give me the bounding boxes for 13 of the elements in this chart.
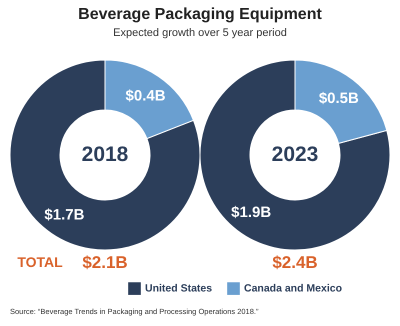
- text: 2018: [82, 143, 129, 166]
- data-label: $0.5B: [318, 90, 360, 107]
- legend-label: United States: [145, 282, 212, 295]
- text: $2.4B: [272, 253, 318, 272]
- data-label: $1.9B: [231, 204, 272, 222]
- legend-label: Canada and Mexico: [244, 282, 342, 295]
- chart-title: Beverage Packaging Equipment: [77, 6, 323, 24]
- text: 2023: [272, 143, 318, 166]
- chart-subtitle: Expected growth over 5 year period: [112, 27, 288, 39]
- text: TOTAL: [17, 254, 64, 270]
- data-label: $1.7B: [44, 206, 85, 224]
- data-label: $0.4B: [126, 88, 166, 105]
- text: $2.1B: [82, 253, 128, 272]
